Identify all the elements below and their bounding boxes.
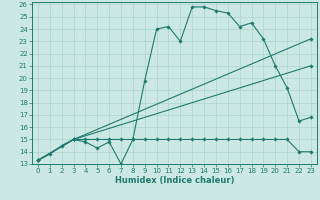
X-axis label: Humidex (Indice chaleur): Humidex (Indice chaleur)	[115, 176, 234, 185]
